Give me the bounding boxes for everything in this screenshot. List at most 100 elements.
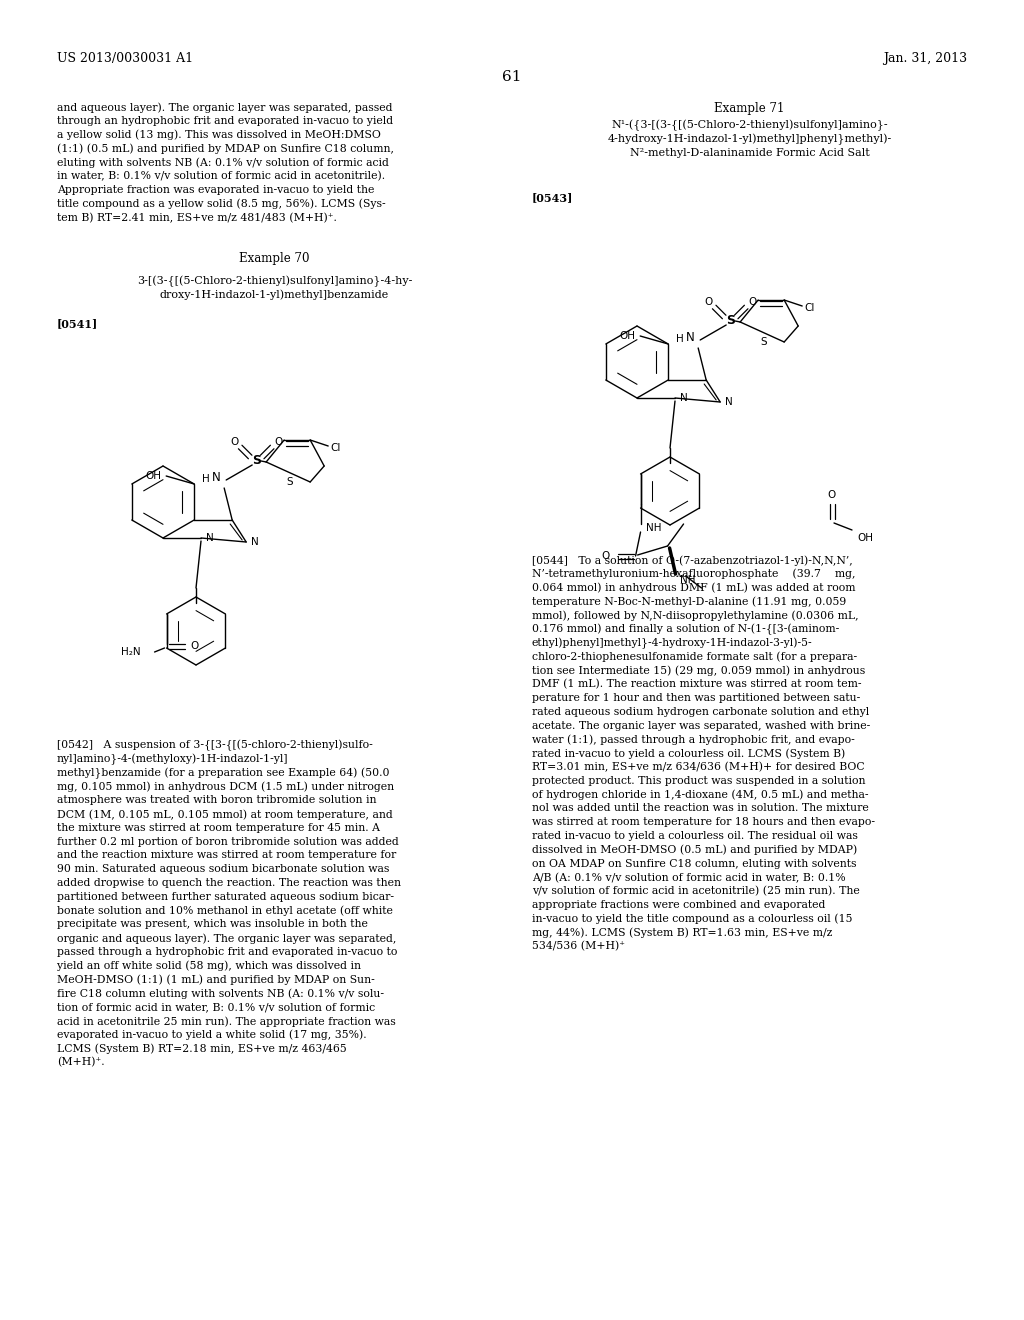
Text: DMF (1 mL). The reaction mixture was stirred at room tem-: DMF (1 mL). The reaction mixture was sti… [532,680,861,689]
Text: OH: OH [145,471,161,480]
Text: tem B) RT=2.41 min, ES+ve m/z 481/483 (M+H)⁺.: tem B) RT=2.41 min, ES+ve m/z 481/483 (M… [57,213,337,223]
Text: in water, B: 0.1% v/v solution of formic acid in acetonitrile).: in water, B: 0.1% v/v solution of formic… [57,172,385,181]
Text: O: O [190,642,199,651]
Text: NH: NH [645,523,662,533]
Text: tion see Intermediate 15) (29 mg, 0.059 mmol) in anhydrous: tion see Intermediate 15) (29 mg, 0.059 … [532,665,865,676]
Text: [0544]   To a solution of O-(7-azabenzotriazol-1-yl)-N,N,N’,: [0544] To a solution of O-(7-azabenzotri… [532,554,853,565]
Text: acid in acetonitrile 25 min run). The appropriate fraction was: acid in acetonitrile 25 min run). The ap… [57,1016,395,1027]
Text: eluting with solvents NB (A: 0.1% v/v solution of formic acid: eluting with solvents NB (A: 0.1% v/v so… [57,157,389,168]
Text: v/v solution of formic acid in acetonitrile) (25 min run). The: v/v solution of formic acid in acetonitr… [532,886,860,896]
Text: ethyl)phenyl]methyl}-4-hydroxy-1H-indazol-3-yl)-5-: ethyl)phenyl]methyl}-4-hydroxy-1H-indazo… [532,638,813,649]
Text: mg, 44%). LCMS (System B) RT=1.63 min, ES+ve m/z: mg, 44%). LCMS (System B) RT=1.63 min, E… [532,928,833,939]
Text: O: O [230,437,239,447]
Text: the mixture was stirred at room temperature for 45 min. A: the mixture was stirred at room temperat… [57,822,380,833]
Text: O: O [601,550,609,561]
Text: precipitate was present, which was insoluble in both the: precipitate was present, which was insol… [57,920,368,929]
Text: yield an off white solid (58 mg), which was dissolved in: yield an off white solid (58 mg), which … [57,961,361,972]
Text: water (1:1), passed through a hydrophobic frit, and evapo-: water (1:1), passed through a hydrophobi… [532,734,855,744]
Text: 90 min. Saturated aqueous sodium bicarbonate solution was: 90 min. Saturated aqueous sodium bicarbo… [57,865,389,874]
Text: [0542]   A suspension of 3-{[3-{[(5-chloro-2-thienyl)sulfo-: [0542] A suspension of 3-{[3-{[(5-chloro… [57,741,373,751]
Text: N: N [725,397,733,407]
Text: N: N [680,393,688,403]
Text: droxy-1H-indazol-1-yl)methyl]benzamide: droxy-1H-indazol-1-yl)methyl]benzamide [160,290,389,301]
Text: O: O [749,297,757,308]
Text: DCM (1M, 0.105 mL, 0.105 mmol) at room temperature, and: DCM (1M, 0.105 mL, 0.105 mmol) at room t… [57,809,393,820]
Text: (M+H)⁺.: (M+H)⁺. [57,1057,104,1068]
Text: H: H [203,474,210,484]
Text: (1:1) (0.5 mL) and purified by MDAP on Sunfire C18 column,: (1:1) (0.5 mL) and purified by MDAP on S… [57,144,394,154]
Text: perature for 1 hour and then was partitioned between satu-: perature for 1 hour and then was partiti… [532,693,860,704]
Text: protected product. This product was suspended in a solution: protected product. This product was susp… [532,776,865,785]
Text: N: N [206,533,214,543]
Text: and the reaction mixture was stirred at room temperature for: and the reaction mixture was stirred at … [57,850,396,861]
Text: MeOH-DMSO (1:1) (1 mL) and purified by MDAP on Sun-: MeOH-DMSO (1:1) (1 mL) and purified by M… [57,974,375,985]
Text: A/B (A: 0.1% v/v solution of formic acid in water, B: 0.1%: A/B (A: 0.1% v/v solution of formic acid… [532,873,846,883]
Text: Example 71: Example 71 [715,102,784,115]
Text: 0.064 mmol) in anhydrous DMF (1 mL) was added at room: 0.064 mmol) in anhydrous DMF (1 mL) was … [532,582,855,593]
Text: methyl}benzamide (for a preparation see Example 64) (50.0: methyl}benzamide (for a preparation see … [57,768,389,779]
Text: S: S [287,477,294,487]
Text: chloro-2-thiophenesulfonamide formate salt (for a prepara-: chloro-2-thiophenesulfonamide formate sa… [532,652,857,663]
Text: OH: OH [857,533,873,543]
Text: O: O [274,437,283,447]
Text: 61: 61 [502,70,522,84]
Text: nol was added until the reaction was in solution. The mixture: nol was added until the reaction was in … [532,804,868,813]
Text: partitioned between further saturated aqueous sodium bicar-: partitioned between further saturated aq… [57,892,394,902]
Text: H₂N: H₂N [121,647,140,657]
Text: N: N [686,331,694,345]
Text: O: O [705,297,713,308]
Text: 3-[(3-{[(5-Chloro-2-thienyl)sulfonyl]amino}-4-hy-: 3-[(3-{[(5-Chloro-2-thienyl)sulfonyl]ami… [137,276,413,288]
Text: temperature N-Boc-N-methyl-D-alanine (11.91 mg, 0.059: temperature N-Boc-N-methyl-D-alanine (11… [532,597,846,607]
Text: further 0.2 ml portion of boron tribromide solution was added: further 0.2 ml portion of boron tribromi… [57,837,398,846]
Text: evaporated in-vacuo to yield a white solid (17 mg, 35%).: evaporated in-vacuo to yield a white sol… [57,1030,367,1040]
Text: fire C18 column eluting with solvents NB (A: 0.1% v/v solu-: fire C18 column eluting with solvents NB… [57,989,384,999]
Text: Jan. 31, 2013: Jan. 31, 2013 [883,51,967,65]
Text: N: N [251,537,259,546]
Text: N: N [212,471,220,484]
Text: Appropriate fraction was evaporated in-vacuo to yield the: Appropriate fraction was evaporated in-v… [57,185,375,195]
Text: in-vacuo to yield the title compound as a colourless oil (15: in-vacuo to yield the title compound as … [532,913,853,924]
Text: N²-methyl-D-alaninamide Formic Acid Salt: N²-methyl-D-alaninamide Formic Acid Salt [630,148,869,157]
Text: rated in-vacuo to yield a colourless oil. The residual oil was: rated in-vacuo to yield a colourless oil… [532,832,858,841]
Text: N¹-({3-[(3-{[(5-Chloro-2-thienyl)sulfonyl]amino}-: N¹-({3-[(3-{[(5-Chloro-2-thienyl)sulfony… [611,120,888,132]
Text: O: O [827,490,837,500]
Text: Example 70: Example 70 [240,252,309,265]
Text: S: S [252,454,261,466]
Text: tion of formic acid in water, B: 0.1% v/v solution of formic: tion of formic acid in water, B: 0.1% v/… [57,1002,375,1012]
Text: RT=3.01 min, ES+ve m/z 634/636 (M+H)+ for desired BOC: RT=3.01 min, ES+ve m/z 634/636 (M+H)+ fo… [532,762,864,772]
Text: Cl: Cl [804,304,814,313]
Text: mg, 0.105 mmol) in anhydrous DCM (1.5 mL) under nitrogen: mg, 0.105 mmol) in anhydrous DCM (1.5 mL… [57,781,394,792]
Text: H: H [676,334,684,345]
Text: atmosphere was treated with boron tribromide solution in: atmosphere was treated with boron tribro… [57,795,377,805]
Text: organic and aqueous layer). The organic layer was separated,: organic and aqueous layer). The organic … [57,933,396,944]
Text: 4-hydroxy-1H-indazol-1-yl)methyl]phenyl}methyl)-: 4-hydroxy-1H-indazol-1-yl)methyl]phenyl}… [607,133,892,145]
Text: of hydrogen chloride in 1,4-dioxane (4M, 0.5 mL) and metha-: of hydrogen chloride in 1,4-dioxane (4M,… [532,789,868,800]
Text: on OA MDAP on Sunfire C18 column, eluting with solvents: on OA MDAP on Sunfire C18 column, elutin… [532,858,856,869]
Text: Cl: Cl [330,444,341,453]
Text: OH: OH [620,331,635,341]
Text: dissolved in MeOH-DMSO (0.5 mL) and purified by MDAP): dissolved in MeOH-DMSO (0.5 mL) and puri… [532,845,857,855]
Text: rated in-vacuo to yield a colourless oil. LCMS (System B): rated in-vacuo to yield a colourless oil… [532,748,845,759]
Text: [0543]: [0543] [532,191,573,203]
Text: through an hydrophobic frit and evaporated in-vacuo to yield: through an hydrophobic frit and evaporat… [57,116,393,125]
Text: appropriate fractions were combined and evaporated: appropriate fractions were combined and … [532,900,825,909]
Text: 0.176 mmol) and finally a solution of N-(1-{[3-(aminom-: 0.176 mmol) and finally a solution of N-… [532,624,840,635]
Text: nyl]amino}-4-(methyloxy)-1H-indazol-1-yl]: nyl]amino}-4-(methyloxy)-1H-indazol-1-yl… [57,754,289,766]
Text: passed through a hydrophobic frit and evaporated in-vacuo to: passed through a hydrophobic frit and ev… [57,946,397,957]
Text: acetate. The organic layer was separated, washed with brine-: acetate. The organic layer was separated… [532,721,870,730]
Text: [0541]: [0541] [57,318,98,329]
Text: a yellow solid (13 mg). This was dissolved in MeOH:DMSO: a yellow solid (13 mg). This was dissolv… [57,129,381,140]
Text: N’-tetramethyluronium-hexafluorophosphate    (39.7    mg,: N’-tetramethyluronium-hexafluorophosphat… [532,569,855,579]
Text: added dropwise to quench the reaction. The reaction was then: added dropwise to quench the reaction. T… [57,878,401,888]
Text: and aqueous layer). The organic layer was separated, passed: and aqueous layer). The organic layer wa… [57,102,392,112]
Text: LCMS (System B) RT=2.18 min, ES+ve m/z 463/465: LCMS (System B) RT=2.18 min, ES+ve m/z 4… [57,1044,347,1055]
Text: US 2013/0030031 A1: US 2013/0030031 A1 [57,51,194,65]
Text: NH: NH [680,576,695,585]
Text: S: S [726,314,734,326]
Text: rated aqueous sodium hydrogen carbonate solution and ethyl: rated aqueous sodium hydrogen carbonate … [532,706,869,717]
Text: bonate solution and 10% methanol in ethyl acetate (off white: bonate solution and 10% methanol in ethy… [57,906,393,916]
Text: 534/536 (M+H)⁺: 534/536 (M+H)⁺ [532,941,625,952]
Text: mmol), followed by N,N-diisopropylethylamine (0.0306 mL,: mmol), followed by N,N-diisopropylethyla… [532,610,859,620]
Text: title compound as a yellow solid (8.5 mg, 56%). LCMS (Sys-: title compound as a yellow solid (8.5 mg… [57,198,386,209]
Text: S: S [761,337,768,347]
